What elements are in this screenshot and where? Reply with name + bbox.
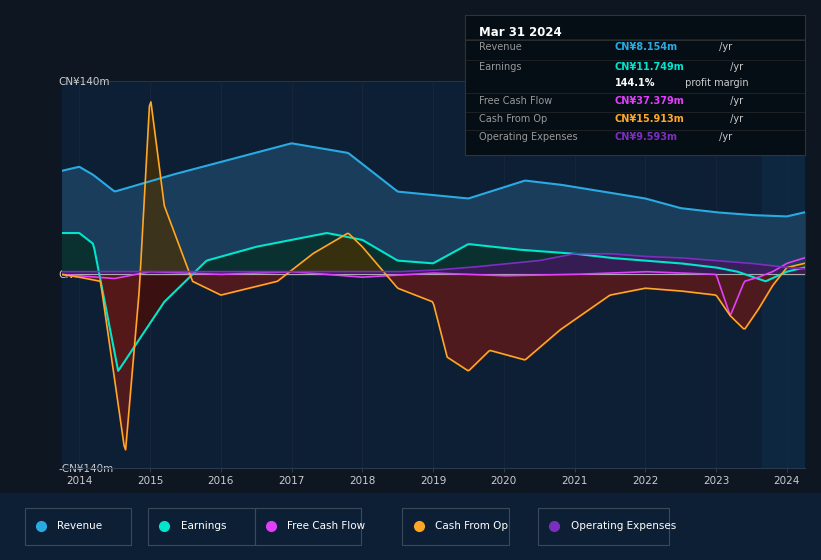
Text: Earnings: Earnings (479, 63, 521, 72)
Text: CN¥37.379m: CN¥37.379m (615, 96, 685, 106)
Text: CN¥15.913m: CN¥15.913m (615, 114, 685, 124)
Text: CN¥11.749m: CN¥11.749m (615, 63, 685, 72)
Text: Cash From Op: Cash From Op (435, 521, 508, 531)
Text: CN¥8.154m: CN¥8.154m (615, 41, 677, 52)
Text: Free Cash Flow: Free Cash Flow (287, 521, 365, 531)
Bar (762, 81, 805, 468)
Text: /yr: /yr (727, 114, 743, 124)
Text: Operating Expenses: Operating Expenses (479, 133, 577, 142)
Text: /yr: /yr (716, 41, 732, 52)
Text: Cash From Op: Cash From Op (479, 114, 547, 124)
Text: 144.1%: 144.1% (615, 78, 655, 88)
Text: profit margin: profit margin (682, 78, 749, 88)
Text: Revenue: Revenue (57, 521, 103, 531)
Text: /yr: /yr (727, 96, 743, 106)
Text: CN¥9.593m: CN¥9.593m (615, 133, 677, 142)
Text: Mar 31 2024: Mar 31 2024 (479, 26, 562, 39)
Text: Free Cash Flow: Free Cash Flow (479, 96, 552, 106)
Text: Operating Expenses: Operating Expenses (571, 521, 676, 531)
Text: Earnings: Earnings (181, 521, 226, 531)
Text: /yr: /yr (716, 133, 732, 142)
Text: Revenue: Revenue (479, 41, 521, 52)
Text: /yr: /yr (727, 63, 743, 72)
